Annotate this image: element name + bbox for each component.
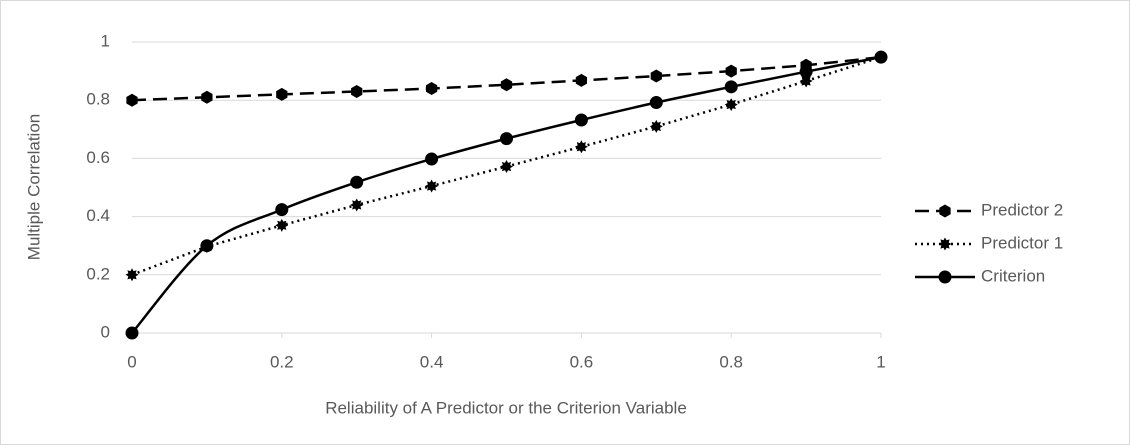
marker	[425, 82, 438, 96]
marker	[939, 204, 951, 218]
x-tick-label: 0.6	[570, 352, 594, 371]
marker	[574, 113, 588, 127]
marker	[938, 237, 952, 251]
marker	[126, 93, 138, 107]
y-tick-label: 1	[101, 31, 110, 50]
marker	[500, 78, 513, 92]
x-axis-label: Reliability of A Predictor or the Criter…	[325, 398, 687, 417]
marker	[649, 119, 663, 133]
legend-label: Predictor 2	[981, 200, 1063, 219]
x-tick-label: 0.8	[719, 352, 743, 371]
x-tick-label: 1	[876, 352, 885, 371]
marker	[425, 179, 439, 193]
marker	[574, 140, 588, 154]
legend-label: Predictor 1	[981, 233, 1063, 252]
y-tick-label: 0.2	[86, 264, 110, 283]
marker	[350, 175, 364, 189]
marker	[351, 84, 363, 98]
y-tick-label: 0.8	[86, 90, 110, 109]
legend-label: Criterion	[981, 266, 1045, 285]
marker	[649, 96, 663, 110]
marker	[725, 64, 737, 78]
marker	[874, 50, 888, 64]
marker	[350, 198, 364, 212]
marker	[575, 73, 588, 87]
y-tick-label: 0.4	[86, 206, 110, 225]
marker	[724, 80, 738, 94]
marker	[201, 90, 213, 104]
x-tick-label: 0.2	[270, 352, 294, 371]
marker	[125, 326, 139, 340]
marker	[275, 203, 289, 217]
marker	[200, 239, 214, 253]
marker	[724, 98, 738, 112]
marker	[799, 74, 813, 88]
y-tick-label: 0	[101, 322, 110, 341]
marker	[650, 69, 662, 83]
y-axis-label: Multiple Correlation	[24, 114, 43, 260]
y-tick-label: 0.6	[86, 148, 110, 167]
marker	[425, 152, 439, 166]
x-tick-label: 0	[127, 352, 136, 371]
marker	[799, 65, 813, 79]
marker	[500, 160, 513, 174]
marker	[125, 268, 139, 282]
marker	[275, 218, 289, 232]
marker	[276, 87, 288, 101]
marker	[938, 270, 952, 284]
x-tick-label: 0.4	[420, 352, 444, 371]
marker	[500, 132, 513, 146]
